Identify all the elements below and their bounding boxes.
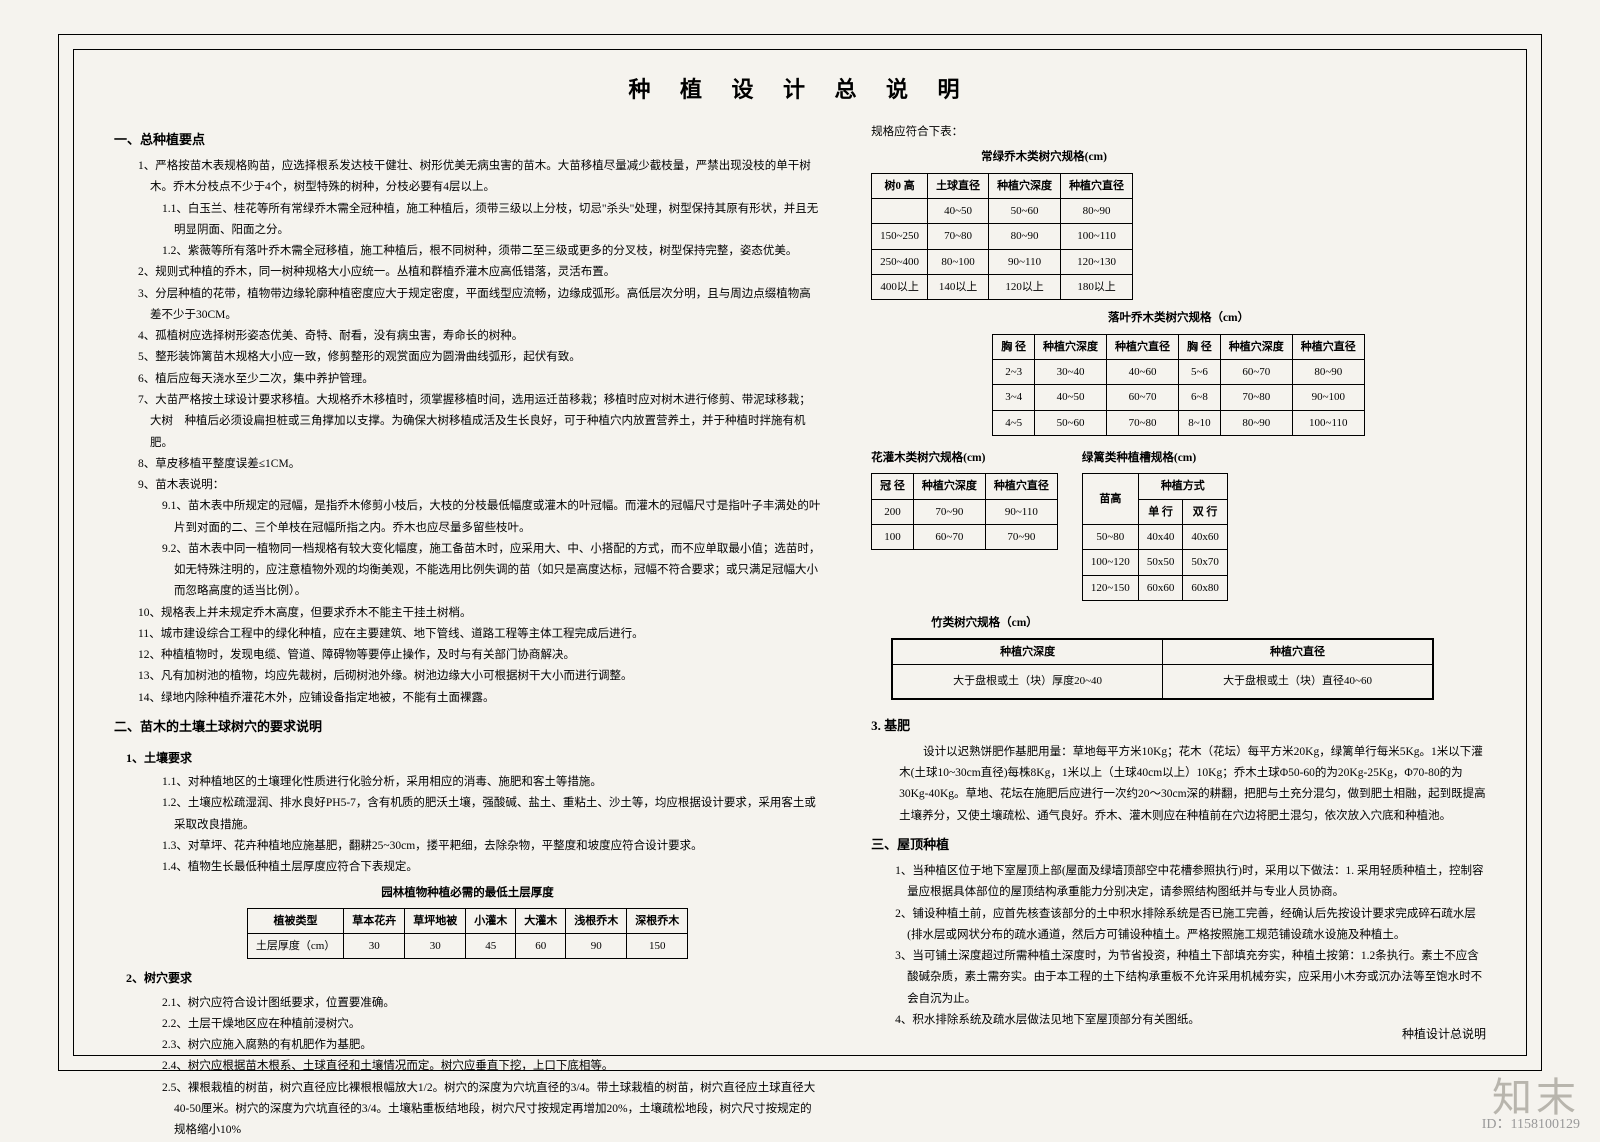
t1-caption: 常绿乔木类树穴规格(cm): [981, 147, 1486, 168]
table1-caption: 园林植物种植必需的最低土层厚度: [114, 883, 821, 904]
sec3-body: 设计以迟熟饼肥作基肥用量：草地每平方米10Kg；花木（花坛）每平方米20Kg，绿…: [899, 742, 1486, 827]
p11: 11、城市建设综合工程中的绿化种植，应在主要建筑、地下管线、道路工程等主体工程完…: [138, 624, 821, 645]
section-3-title: 3. 基肥: [871, 714, 1486, 738]
p2-2-5: 2.5、裸根栽植的树苗，树穴直径应比裸根根幅放大1/2。树穴的深度为穴坑直径的3…: [162, 1078, 821, 1142]
bamboo-table: 种植穴深度种植穴直径大于盘根或土（块）厚度20~40大于盘根或土（块）直径40~…: [891, 638, 1434, 700]
watermark-id: ID：1158100129: [1482, 1113, 1580, 1133]
t4-caption: 绿篱类种植槽规格(cm): [1082, 448, 1228, 469]
p2-2-3: 2.3、树穴应施入腐熟的有机肥作为基肥。: [162, 1035, 821, 1056]
p13: 13、凡有加树池的植物，均应先裁树，后砌树池外缘。树池边缘大小可根据树干大小而进…: [138, 666, 821, 687]
right-column: 规格应符合下表： 常绿乔木类树穴规格(cm) 树0 高土球直径种植穴深度种植穴直…: [871, 122, 1486, 1142]
p9-2: 9.2、苗木表中同一植物同一档规格有较大变化幅度，施工备苗木时，应采用大、中、小…: [162, 539, 821, 603]
p9-1: 9.1、苗木表中所规定的冠幅，是指乔木修剪小枝后，大枝的分枝最低幅度或灌木的叶冠…: [162, 496, 821, 539]
section-2-title: 二、苗木的土壤土球树穴的要求说明: [114, 715, 821, 739]
p2: 2、规则式种植的乔木，同一树种规格大小应统一。丛植和群植乔灌木应高低错落，灵活布…: [138, 262, 821, 283]
page-title: 种 植 设 计 总 说 明: [114, 72, 1486, 104]
left-column: 一、总种植要点 1、严格按苗木表规格购苗，应选择根系发达枝干健壮、树形优美无病虫…: [114, 122, 821, 1142]
section-2-2: 2、树穴要求: [126, 967, 821, 989]
p2-2-1: 2.1、树穴应符合设计图纸要求，位置要准确。: [162, 993, 821, 1014]
p1-1: 1.1、白玉兰、桂花等所有常绿乔木需全冠种植，施工种植后，须带三级以上分枝，切忌…: [162, 199, 821, 242]
p12: 12、种植植物时，发现电缆、管道、障碍物等要停止操作，及时与有关部门协商解决。: [138, 645, 821, 666]
p3: 3、分层种植的花带，植物带边缘轮廓种植密度应大于规定密度，平面线型应流畅，边缘成…: [138, 284, 821, 327]
p14: 14、绿地内除种植乔灌花木外，应铺设备指定地被，不能有土面裸露。: [138, 688, 821, 709]
p6: 6、植后应每天浇水至少二次，集中养护管理。: [138, 369, 821, 390]
t3-caption: 花灌木类树穴规格(cm): [871, 448, 1058, 469]
right-intro: 规格应符合下表：: [871, 122, 1486, 143]
hedge-table: 苗高种植方式单 行双 行50~8040x4040x60100~12050x505…: [1082, 473, 1228, 601]
soil-depth-table: 植被类型 草本花卉 草坪地被 小灌木 大灌木 浅根乔木 深根乔木 土层厚度（cm…: [247, 908, 688, 960]
p8: 8、草皮移植平整度误差≤1CM。: [138, 454, 821, 475]
p2-2-2: 2.2、土层干燥地区应在种植前浸树穴。: [162, 1014, 821, 1035]
p4-3: 3、当可铺土深度超过所需种植土深度时，为节省投资，种植土下部填充夯实，种植土按第…: [895, 946, 1486, 1010]
p7: 7、大苗严格按土球设计要求移植。大规格乔木移植时，须掌握移植时间，选用运迁苗移栽…: [138, 390, 821, 454]
p1-2: 1.2、紫薇等所有落叶乔木需全冠移植，施工种植后，根不同树种，须带二至三级或更多…: [162, 241, 821, 262]
p9: 9、苗木表说明：: [138, 475, 821, 496]
t5-caption: 竹类树穴规格（cm）: [931, 613, 1486, 634]
table-row: 植被类型 草本花卉 草坪地被 小灌木 大灌木 浅根乔木 深根乔木: [247, 908, 687, 933]
section-2-1: 1、土壤要求: [126, 747, 821, 769]
p2-2-4: 2.4、树穴应根据苗木根系、土球直径和土壤情况而定。树穴应垂直下挖，上口下底相等…: [162, 1056, 821, 1077]
shrub-table: 冠 径种植穴深度种植穴直径20070~9090~11010060~7070~90: [871, 473, 1058, 550]
p2-1-1: 1.1、对种植地区的土壤理化性质进行化验分析，采用相应的消毒、施肥和客土等措施。: [162, 772, 821, 793]
footer-label: 种植设计总说明: [1402, 1023, 1486, 1045]
section-4-title: 三、屋顶种植: [871, 833, 1486, 857]
deciduous-table: 胸 径种植穴深度种植穴直径胸 径种植穴深度种植穴直径2~330~4040~605…: [992, 334, 1365, 436]
page-border: 种 植 设 计 总 说 明 一、总种植要点 1、严格按苗木表规格购苗，应选择根系…: [58, 34, 1542, 1071]
p2-1-4: 1.4、植物生长最低种植土层厚度应符合下表规定。: [162, 857, 821, 878]
t2-caption: 落叶乔木类树穴规格（cm）: [871, 308, 1486, 329]
p4-2: 2、铺设种植土前，应首先核查该部分的土中积水排除系统是否已施工完善，经确认后先按…: [895, 904, 1486, 947]
p10: 10、规格表上并未规定乔木高度，但要求乔木不能主干挂土树梢。: [138, 603, 821, 624]
p4: 4、孤植树应选择树形姿态优美、奇特、耐看，没有病虫害，寿命长的树种。: [138, 326, 821, 347]
p4-1: 1、当种植区位于地下室屋顶上部(屋面及绿墙顶部空中花槽参照执行)时，采用以下做法…: [895, 861, 1486, 904]
p2-1-2: 1.2、土壤应松疏湿润、排水良好PH5-7，含有机质的肥沃土壤，强酸碱、盐土、重…: [162, 793, 821, 836]
p4-4: 4、积水排除系统及疏水层做法见地下室屋顶部分有关图纸。: [895, 1010, 1486, 1031]
p5: 5、整形装饰篱苗木规格大小应一致，修剪整形的观赏面应为圆滑曲线弧形，起伏有致。: [138, 347, 821, 368]
p1: 1、严格按苗木表规格购苗，应选择根系发达枝干健壮、树形优美无病虫害的苗木。大苗移…: [138, 156, 821, 199]
table-row: 土层厚度（cm） 30 30 45 60 90 150: [247, 934, 687, 959]
p2-1-3: 1.3、对草坪、花卉种植地应施基肥，翻耕25~30cm，搂平耙细，去除杂物，平整…: [162, 836, 821, 857]
evergreen-table: 树0 高土球直径种植穴深度种植穴直径40~5050~6080~90150~250…: [871, 173, 1133, 301]
inner-border: 种 植 设 计 总 说 明 一、总种植要点 1、严格按苗木表规格购苗，应选择根系…: [73, 49, 1527, 1056]
section-1-title: 一、总种植要点: [114, 128, 821, 152]
content-columns: 一、总种植要点 1、严格按苗木表规格购苗，应选择根系发达枝干健壮、树形优美无病虫…: [114, 122, 1486, 1142]
